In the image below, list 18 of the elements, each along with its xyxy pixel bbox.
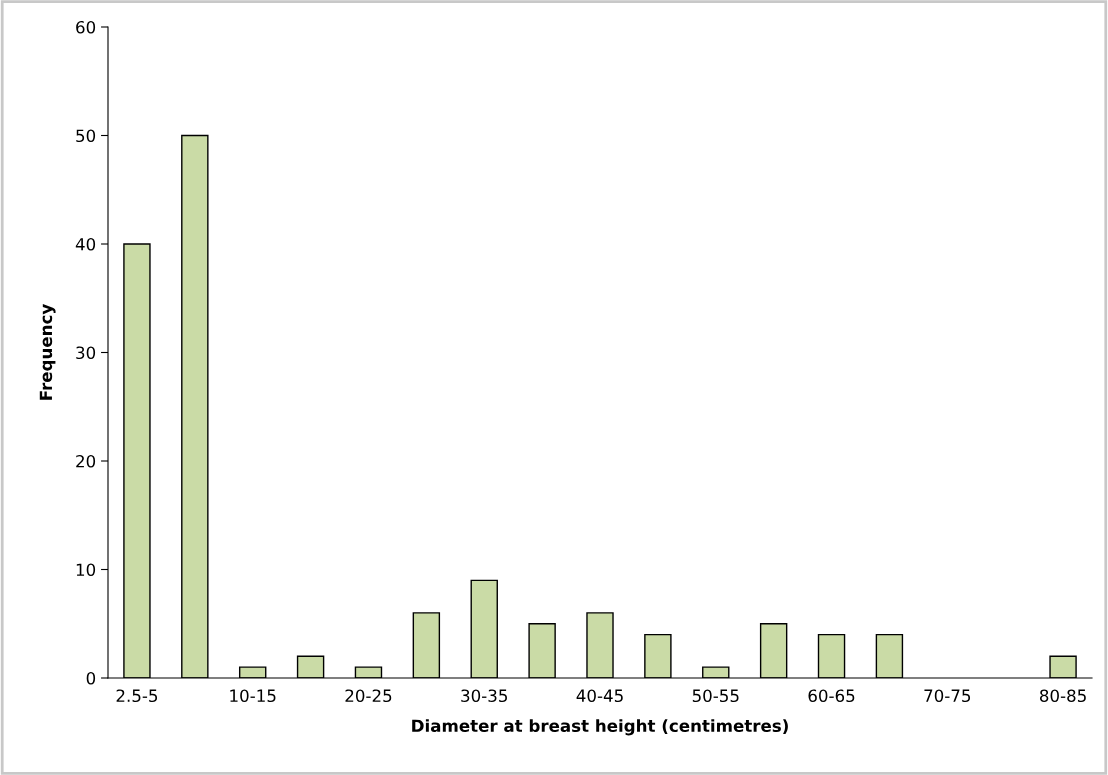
y-tick-label: 0 [86,671,96,685]
y-tick-label: 60 [76,20,96,34]
y-tick-label: 50 [76,129,96,143]
y-tick-label: 40 [75,237,96,251]
x-axis-title: Diameter at breast height (centimetres) [412,719,788,736]
x-tick-label: 10-15 [230,689,276,703]
x-tick-label: 80-85 [1039,689,1086,703]
x-tick-label: 20-25 [345,689,392,703]
y-tick-label: 10 [76,563,96,577]
x-tick-label: 70-75 [924,689,971,703]
y-tick-label: 20 [76,454,96,468]
x-tick-label: 50-55 [692,689,739,703]
y-tick-label: 30 [76,346,96,360]
x-tick-label: 2.5-5 [116,689,158,703]
x-tick-label: 40-45 [576,689,623,703]
x-tick-label: 60-65 [808,689,855,703]
x-tick-label: 30-35 [461,689,507,703]
y-axis-title: Frequency [39,304,56,400]
